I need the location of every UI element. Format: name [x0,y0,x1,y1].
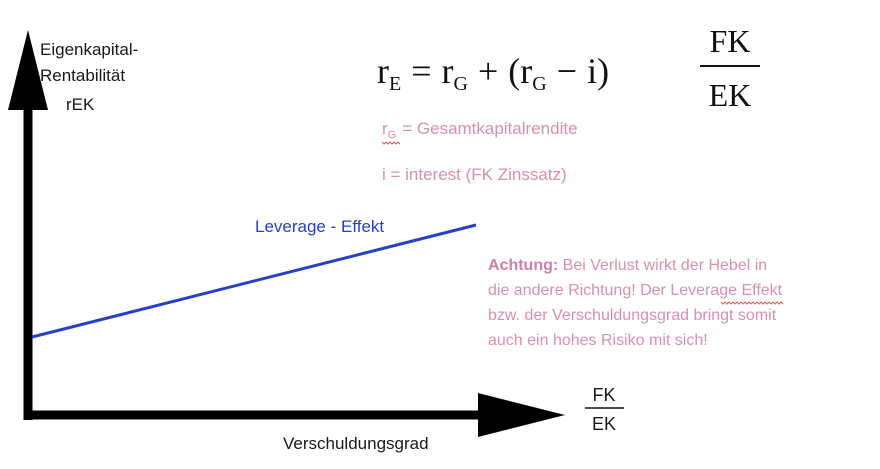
x-axis [24,393,565,437]
note-line-1-rest: Bei Verlust wirkt der Hebel in [558,257,767,274]
formula-fraction-denominator: EK [709,77,752,113]
y-axis-label-line-3: rEK [66,95,95,114]
formula-lhs-sub: E [389,73,401,95]
spellcheck-underline-leverage [720,301,784,305]
leverage-line-label: Leverage - Effekt [255,217,384,236]
legend-rg-base: r [382,119,388,138]
legend-rg-text: = Gesamtkapitalrendite [402,119,577,138]
spellcheck-underline [381,141,401,145]
note-line-4: auch ein hohes Risiko mit sich! [488,332,708,349]
x-axis-label: Verschuldungsgrad [283,434,429,453]
note-bold: Achtung: [488,257,558,274]
formula-close-paren: ) [597,51,609,91]
formula-t1-sub: G [454,73,468,95]
formula-legend: rG = Gesamtkapitalrendite i = interest (F… [381,119,578,184]
y-axis-label-line-1: Eigenkapital- [40,40,138,59]
formula-t2-sub: G [532,73,546,95]
legend-rg-sub: G [388,129,397,141]
formula-t2-base: r [520,51,532,91]
formula-minus: − [557,51,577,91]
legend-interest: i = interest (FK Zinssatz) [382,165,567,184]
note-line-1: Achtung: Bei Verlust wirkt der Hebel in [488,257,767,274]
formula-equals: = [411,51,431,91]
formula-fraction-numerator: FK [710,23,751,59]
formula-plus: + [478,51,498,91]
x-axis-fraction-denominator: EK [592,414,616,434]
leverage-line [31,223,477,339]
note-line-2: die andere Richtung! Der Leverage Effekt [488,282,783,299]
y-axis-arrowhead [8,30,48,110]
warning-note: Achtung: Bei Verlust wirkt der Hebel in … [488,257,784,349]
note-line-3: bzw. der Verschuldungsgrad bringt somit [488,307,777,324]
y-axis [8,30,48,420]
formula-main: rE = rG + (rG − i) [377,51,609,95]
y-axis-label-line-2: Rentabilität [40,66,125,85]
formula-open-paren: ( [508,51,520,91]
x-axis-fraction-numerator: FK [592,385,615,405]
legend-rg: rG = Gesamtkapitalrendite [382,119,578,141]
formula-lhs-base: r [377,51,389,91]
formula-t1-base: r [442,51,454,91]
x-axis-arrowhead [478,393,565,437]
formula-interest: i [587,51,597,91]
formula: rE = rG + (rG − i) FK EK [377,23,760,113]
